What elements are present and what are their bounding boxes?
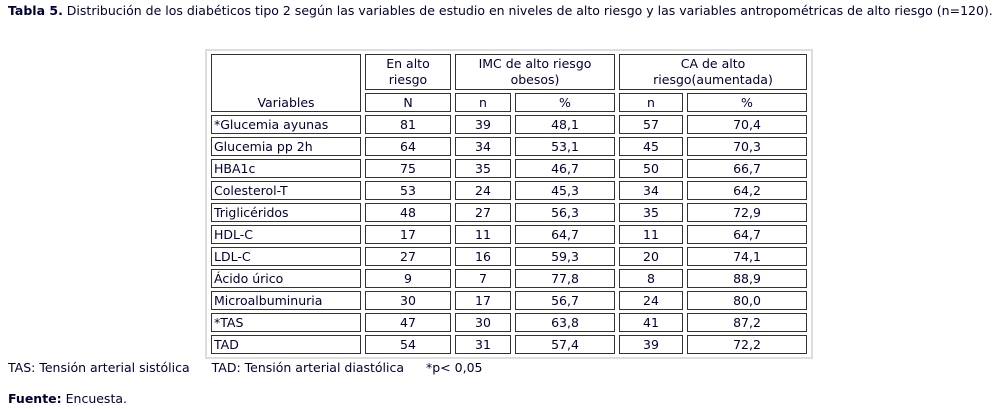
- row-cell: 64,2: [687, 181, 807, 200]
- row-cell: 72,9: [687, 203, 807, 222]
- row-cell: 88,9: [687, 269, 807, 288]
- row-cell: 34: [455, 137, 511, 156]
- row-cell: 17: [455, 291, 511, 310]
- row-cell: 27: [365, 247, 451, 266]
- header-N: N: [365, 93, 451, 112]
- row-cell: 45: [619, 137, 683, 156]
- table-row: HBA1c 75 35 46,7 50 66,7: [211, 159, 807, 178]
- row-cell: 47: [365, 313, 451, 332]
- row-cell: 30: [365, 291, 451, 310]
- footnotes: TAS: Tensión arterial sistólica TAD: Tens…: [8, 360, 505, 375]
- row-cell: 64: [365, 137, 451, 156]
- row-cell: 77,8: [515, 269, 615, 288]
- row-cell: 11: [619, 225, 683, 244]
- row-variable: HDL-C: [211, 225, 361, 244]
- row-cell: 64,7: [515, 225, 615, 244]
- row-cell: 39: [619, 335, 683, 354]
- row-variable: TAD: [211, 335, 361, 354]
- row-cell: 24: [619, 291, 683, 310]
- row-cell: 34: [619, 181, 683, 200]
- row-cell: 64,7: [687, 225, 807, 244]
- row-cell: 8: [619, 269, 683, 288]
- row-cell: 66,7: [687, 159, 807, 178]
- caption-label: Tabla 5.: [8, 3, 63, 18]
- table-row: Colesterol-T 53 24 45,3 34 64,2: [211, 181, 807, 200]
- row-cell: 56,3: [515, 203, 615, 222]
- header-ca: CA de alto riesgo(aumentada): [619, 54, 807, 90]
- row-cell: 17: [365, 225, 451, 244]
- row-cell: 11: [455, 225, 511, 244]
- header-n-ca: n: [619, 93, 683, 112]
- footnote-tad: TAD: Tensión arterial diastólica: [211, 360, 405, 375]
- table-row: LDL-C 27 16 59,3 20 74,1: [211, 247, 807, 266]
- row-cell: 24: [455, 181, 511, 200]
- row-cell: 16: [455, 247, 511, 266]
- row-cell: 57: [619, 115, 683, 134]
- header-pct-imc: %: [515, 93, 615, 112]
- header-imc: IMC de alto riesgo obesos): [455, 54, 615, 90]
- row-cell: 54: [365, 335, 451, 354]
- table-row: *Glucemia ayunas 81 39 48,1 57 70,4: [211, 115, 807, 134]
- row-cell: 7: [455, 269, 511, 288]
- row-cell: 48: [365, 203, 451, 222]
- data-table: Variables En alto riesgo IMC de alto rie…: [205, 49, 813, 359]
- header-n-imc: n: [455, 93, 511, 112]
- footnote-p: *p< 0,05: [426, 360, 483, 375]
- row-cell: 53: [365, 181, 451, 200]
- row-cell: 74,1: [687, 247, 807, 266]
- row-variable: Glucemia pp 2h: [211, 137, 361, 156]
- row-variable: LDL-C: [211, 247, 361, 266]
- row-cell: 35: [619, 203, 683, 222]
- row-cell: 63,8: [515, 313, 615, 332]
- row-cell: 30: [455, 313, 511, 332]
- table-row: Glucemia pp 2h 64 34 53,1 45 70,3: [211, 137, 807, 156]
- row-cell: 81: [365, 115, 451, 134]
- source-label: Fuente:: [8, 391, 62, 406]
- row-cell: 45,3: [515, 181, 615, 200]
- row-cell: 56,7: [515, 291, 615, 310]
- row-cell: 39: [455, 115, 511, 134]
- header-variables: Variables: [211, 54, 361, 112]
- row-cell: 80,0: [687, 291, 807, 310]
- row-variable: Colesterol-T: [211, 181, 361, 200]
- row-cell: 50: [619, 159, 683, 178]
- table-row: *TAS 47 30 63,8 41 87,2: [211, 313, 807, 332]
- row-cell: 20: [619, 247, 683, 266]
- table-row: Ácido úrico 9 7 77,8 8 88,9: [211, 269, 807, 288]
- header-en-alto-riesgo: En alto riesgo: [365, 54, 451, 90]
- table-row: Microalbuminuria 30 17 56,7 24 80,0: [211, 291, 807, 310]
- table-caption: Tabla 5. Distribución de los diabéticos …: [8, 3, 998, 19]
- table-row: TAD 54 31 57,4 39 72,2: [211, 335, 807, 354]
- row-cell: 46,7: [515, 159, 615, 178]
- row-cell: 87,2: [687, 313, 807, 332]
- row-cell: 48,1: [515, 115, 615, 134]
- row-cell: 31: [455, 335, 511, 354]
- source-text: Encuesta.: [61, 391, 127, 406]
- row-variable: *Glucemia ayunas: [211, 115, 361, 134]
- row-cell: 9: [365, 269, 451, 288]
- row-variable: Ácido úrico: [211, 269, 361, 288]
- source: Fuente: Encuesta.: [8, 391, 127, 406]
- header-pct-ca: %: [687, 93, 807, 112]
- table-row: HDL-C 17 11 64,7 11 64,7: [211, 225, 807, 244]
- row-cell: 53,1: [515, 137, 615, 156]
- row-variable: HBA1c: [211, 159, 361, 178]
- row-cell: 57,4: [515, 335, 615, 354]
- row-cell: 70,4: [687, 115, 807, 134]
- row-cell: 35: [455, 159, 511, 178]
- row-cell: 70,3: [687, 137, 807, 156]
- row-variable: Microalbuminuria: [211, 291, 361, 310]
- caption-text: Distribución de los diabéticos tipo 2 se…: [62, 3, 993, 18]
- row-cell: 41: [619, 313, 683, 332]
- row-variable: *TAS: [211, 313, 361, 332]
- footnote-tas: TAS: Tensión arterial sistólica: [8, 360, 190, 375]
- row-cell: 59,3: [515, 247, 615, 266]
- row-cell: 72,2: [687, 335, 807, 354]
- row-variable: Triglicéridos: [211, 203, 361, 222]
- row-cell: 75: [365, 159, 451, 178]
- table-row: Triglicéridos 48 27 56,3 35 72,9: [211, 203, 807, 222]
- row-cell: 27: [455, 203, 511, 222]
